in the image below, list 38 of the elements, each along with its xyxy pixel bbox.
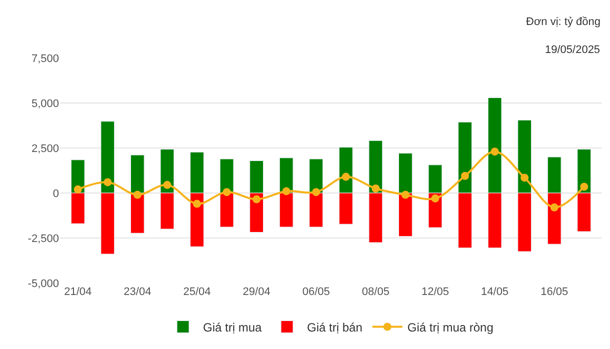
y-tick-label: 2,500 xyxy=(31,142,59,155)
point xyxy=(401,190,410,199)
point xyxy=(252,195,261,204)
legend-label: Giá trị bán xyxy=(307,320,362,334)
x-tick-label: 06/05 xyxy=(302,286,330,298)
y-tick-label: -2,500 xyxy=(28,232,59,245)
point xyxy=(312,188,320,196)
point xyxy=(222,188,231,196)
point xyxy=(133,190,142,199)
text: Đơn vị: tỷ đồng xyxy=(526,16,600,28)
y-tick-label: 0 xyxy=(52,188,59,200)
point xyxy=(461,172,470,180)
x-tick-label: 12/05 xyxy=(421,286,449,298)
x-tick-label: 23/04 xyxy=(124,286,152,298)
legend-label: Giá trị mua xyxy=(203,320,262,334)
y-tick-label: -5,000 xyxy=(28,278,59,290)
point xyxy=(580,182,588,191)
x-tick-label: 16/05 xyxy=(540,286,568,298)
legend-label: Giá trị mua ròng xyxy=(407,320,494,334)
point xyxy=(74,185,82,194)
x-tick-label: 08/05 xyxy=(362,286,390,298)
point xyxy=(342,172,350,181)
point xyxy=(192,200,201,208)
point xyxy=(520,174,529,182)
point xyxy=(431,194,440,202)
point xyxy=(282,187,290,196)
text: 19/05/2025 xyxy=(545,44,600,56)
y-tick-label: 5,000 xyxy=(31,98,59,110)
x-tick-label: 14/05 xyxy=(481,286,509,298)
x-tick-label: 21/04 xyxy=(64,286,92,298)
point xyxy=(550,203,558,212)
x-tick-label: 29/04 xyxy=(242,286,270,298)
point xyxy=(372,184,380,192)
point xyxy=(490,148,499,156)
point xyxy=(163,180,172,189)
point xyxy=(104,178,112,186)
y-tick-label: 7,500 xyxy=(31,52,59,65)
x-tick-label: 25/04 xyxy=(183,286,211,298)
